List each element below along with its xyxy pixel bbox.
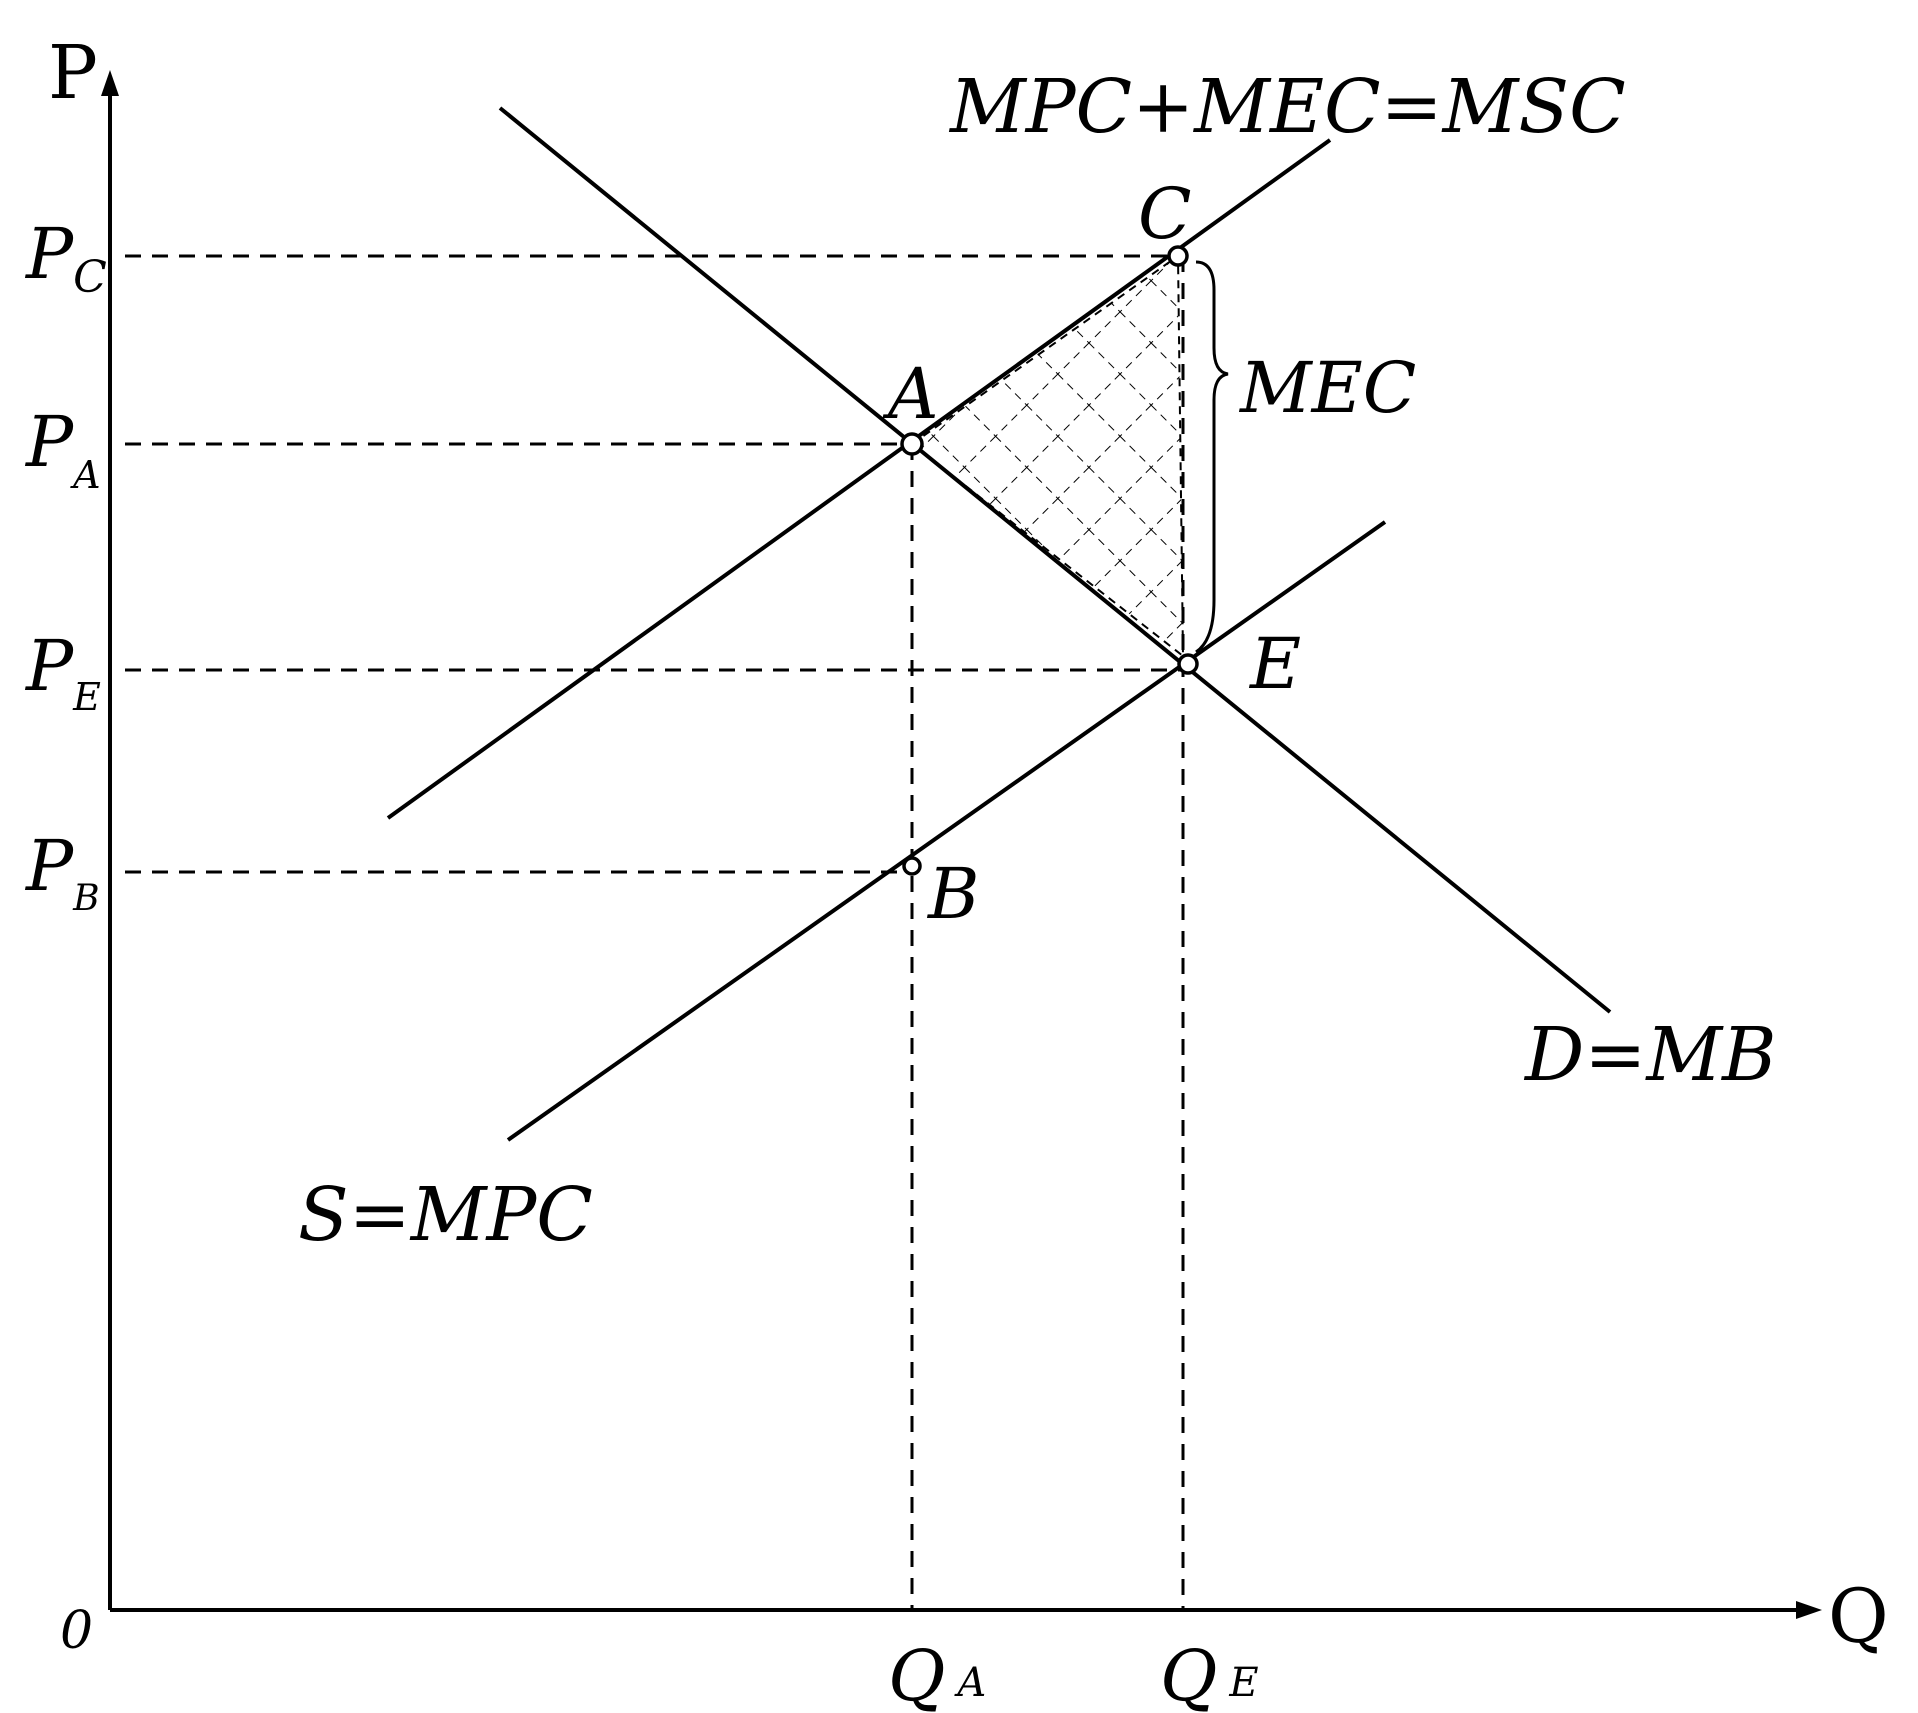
point-a-marker — [900, 432, 924, 456]
point-b-marker — [902, 856, 922, 876]
x-axis-label: Q — [1828, 1574, 1889, 1660]
price-label-pc: PC — [24, 213, 107, 303]
price-label-pc-sub: C — [73, 252, 107, 303]
mec-label: MEC — [1238, 347, 1416, 429]
y-axis-label: P — [48, 30, 98, 116]
price-label-pe: PE — [24, 625, 101, 719]
price-label-pe-main: P — [24, 625, 75, 707]
supply-curve-label: S=MPC — [298, 1172, 593, 1258]
point-c-label: C — [1138, 173, 1192, 255]
price-label-pb-main: P — [24, 825, 75, 907]
quantity-label-qe-sub: E — [1228, 1660, 1258, 1706]
price-label-pe-sub: E — [72, 675, 101, 719]
x-axis — [110, 1601, 1822, 1619]
y-axis — [101, 70, 119, 1610]
price-label-pa-sub: A — [70, 453, 100, 497]
quantity-label-qa-sub: A — [953, 1660, 986, 1706]
point-e-label: E — [1248, 623, 1301, 705]
point-b-label: B — [926, 853, 979, 935]
demand-curve-label: D=MB — [1523, 1012, 1776, 1098]
point-c-marker — [1167, 245, 1189, 267]
price-label-pb-sub: B — [72, 878, 99, 919]
mec-brace — [1195, 260, 1229, 654]
price-label-pc-main: P — [24, 213, 75, 295]
price-label-pa: PA — [24, 401, 101, 497]
quantity-label-qa-main: Q — [888, 1635, 945, 1713]
origin-label: 0 — [60, 1601, 93, 1661]
deadweight-loss-area — [910, 254, 1185, 659]
price-label-pa-main: P — [24, 401, 75, 483]
msc-curve-label: MPC+MEC=MSC — [948, 64, 1626, 150]
point-a-label: A — [882, 353, 939, 435]
point-e-marker — [1177, 653, 1199, 675]
demand-curve — [498, 106, 1612, 1014]
supply-curve — [506, 520, 1387, 1142]
quantity-label-qe-main: Q — [1160, 1635, 1217, 1713]
price-label-pb: PB — [24, 825, 100, 919]
